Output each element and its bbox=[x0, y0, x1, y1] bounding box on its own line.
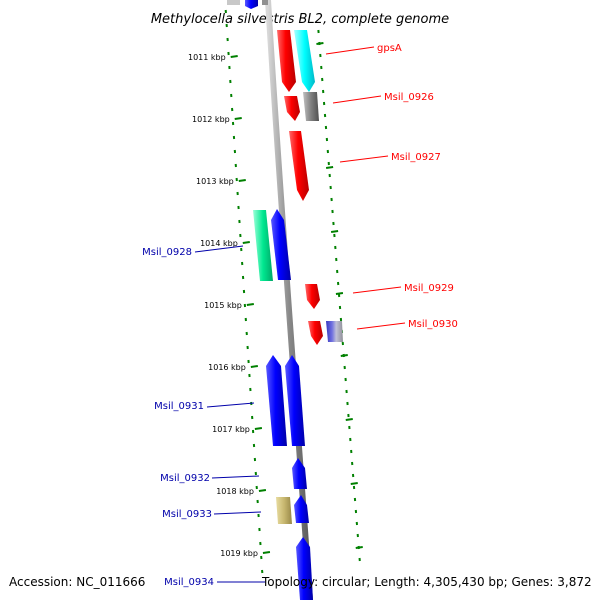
gene-label-Msil_0931[interactable]: Msil_0931 bbox=[154, 401, 204, 412]
gene-arrow-Msil_0931[interactable] bbox=[266, 355, 287, 446]
gene-label-Msil_0929[interactable]: Msil_0929 bbox=[404, 283, 454, 294]
tick-label: 1016 kbp bbox=[208, 363, 246, 372]
outer-tick-mark bbox=[316, 42, 324, 45]
gene-arrow-Msil_0927[interactable] bbox=[289, 131, 309, 201]
gene-label-Msil_0933[interactable]: Msil_0933 bbox=[162, 509, 212, 520]
leader-Msil_0931 bbox=[206, 402, 255, 408]
gene-labels: gpsA Msil_0926 Msil_0927 Msil_0928 Msil_… bbox=[142, 43, 458, 588]
leader-Msil_0926 bbox=[332, 95, 382, 104]
gene-arrow-Msil_0928[interactable] bbox=[271, 209, 291, 280]
gene-arrow-gpsA[interactable] bbox=[277, 30, 296, 92]
gene-arrow-Msil_0930-companion[interactable] bbox=[326, 321, 343, 342]
gene-label-Msil_0926[interactable]: Msil_0926 bbox=[384, 92, 434, 103]
leader-gpsA bbox=[325, 46, 375, 55]
topology-text: Topology: circular; Length: 4,305,430 bp… bbox=[261, 575, 592, 589]
gene-arrow-Msil_0930[interactable] bbox=[308, 321, 323, 345]
gene-arrow-Msil_0929[interactable] bbox=[305, 284, 320, 309]
position-ruler: 1011 kbp 1012 kbp 1013 kbp 1014 kbp 1015 kbp… bbox=[188, 9, 271, 574]
feature-top-grey bbox=[227, 0, 240, 5]
gene-arrow-Msil_0928-companion[interactable] bbox=[253, 210, 273, 281]
gene-label-Msil_0927[interactable]: Msil_0927 bbox=[391, 152, 441, 163]
tick-label: 1019 kbp bbox=[220, 549, 258, 558]
feature-top-blue bbox=[245, 0, 258, 9]
outer-tick-mark bbox=[335, 292, 344, 295]
gene-arrow-Msil_0926-companion[interactable] bbox=[303, 92, 319, 121]
accession-text: Accession: NC_011666 bbox=[9, 575, 145, 589]
gene-arrow-gpsA-companion[interactable] bbox=[294, 30, 315, 92]
outer-tick-mark bbox=[350, 482, 358, 485]
gene-arrow-Msil_0932[interactable] bbox=[292, 458, 307, 489]
tick-mark bbox=[230, 55, 238, 58]
outer-tick-mark bbox=[345, 418, 353, 421]
feature-top-grey-right bbox=[262, 0, 268, 5]
gene-label-Msil_0928[interactable]: Msil_0928 bbox=[142, 247, 192, 258]
gene-features bbox=[253, 30, 343, 600]
leader-Msil_0929 bbox=[352, 286, 402, 294]
gene-arrow-Msil_0933[interactable] bbox=[294, 495, 309, 523]
gene-label-Msil_0930[interactable]: Msil_0930 bbox=[408, 319, 458, 330]
tick-mark bbox=[254, 427, 263, 430]
outer-tick-mark bbox=[325, 166, 334, 169]
gene-arrow-Msil_0934[interactable] bbox=[296, 537, 313, 600]
outer-tick-mark bbox=[355, 546, 363, 549]
tick-label: 1013 kbp bbox=[196, 177, 234, 186]
gene-label-Msil_0932[interactable]: Msil_0932 bbox=[160, 473, 210, 484]
gene-label-Msil_0934[interactable]: Msil_0934 bbox=[164, 577, 214, 588]
leader-Msil_0927 bbox=[339, 155, 389, 163]
tick-mark bbox=[242, 241, 250, 244]
tick-label: 1017 kbp bbox=[212, 425, 250, 434]
tick-label: 1011 kbp bbox=[188, 53, 226, 62]
tick-mark bbox=[250, 365, 258, 368]
outer-tick-mark bbox=[340, 354, 348, 357]
map-title: Methylocella silvestris BL2, complete ge… bbox=[151, 12, 449, 27]
leader-Msil_0930 bbox=[356, 322, 406, 330]
tick-mark bbox=[238, 179, 246, 182]
gene-label-gpsA[interactable]: gpsA bbox=[377, 43, 402, 54]
leader-Msil_0933 bbox=[213, 511, 262, 515]
gene-arrow-Msil_0931-companion[interactable] bbox=[285, 355, 305, 446]
gene-arrow-Msil_0926[interactable] bbox=[284, 96, 300, 121]
tick-label: 1015 kbp bbox=[204, 301, 242, 310]
tick-label: 1014 kbp bbox=[200, 239, 238, 248]
outer-track bbox=[316, 29, 363, 562]
gene-arrow-Msil_0933-companion[interactable] bbox=[276, 497, 292, 524]
tick-label: 1018 kbp bbox=[216, 487, 254, 496]
leader-Msil_0932 bbox=[211, 475, 260, 479]
tick-label: 1012 kbp bbox=[192, 115, 230, 124]
tick-mark bbox=[246, 303, 254, 306]
tick-mark bbox=[234, 117, 242, 120]
tick-mark bbox=[258, 489, 267, 492]
outer-tick-mark bbox=[330, 230, 339, 233]
leader-Msil_0928 bbox=[194, 245, 244, 253]
tick-mark bbox=[262, 551, 271, 554]
